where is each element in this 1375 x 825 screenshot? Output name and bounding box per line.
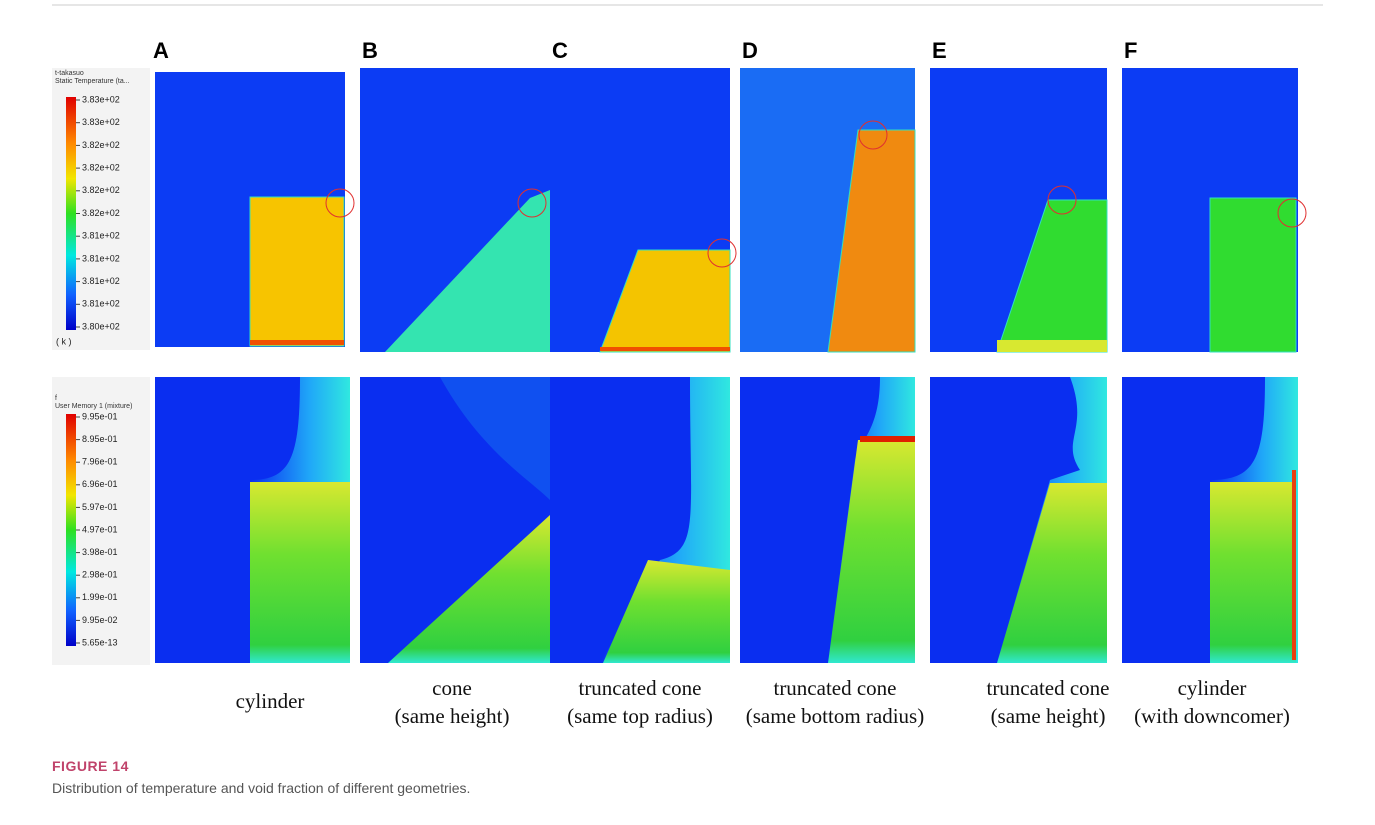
panel-letter: B (362, 38, 378, 63)
colorbar-tick-label: 9.95e-01 (82, 411, 118, 421)
colorbar-tick-label: 3.82e+02 (82, 208, 120, 218)
panel-letter: E (932, 38, 947, 63)
page: t-takasuo Static Temperature (ta... ( k … (0, 0, 1375, 825)
colorbar-tick-label: 3.83e+02 (82, 117, 120, 127)
void-fraction-row (155, 377, 1298, 663)
panel-caption: cone (432, 676, 472, 700)
panel-caption: (same height) (395, 704, 510, 728)
colorbar-header: f (55, 395, 57, 402)
colorbar-tick-label: 3.81e+02 (82, 231, 120, 241)
colorbar-tick-label: 4.97e-01 (82, 524, 118, 534)
colorbar-header: User Memory 1 (mixture) (55, 403, 132, 410)
figure-label: FIGURE 14 (52, 758, 129, 774)
colorbar-tick-label: 1.99e-01 (82, 592, 118, 602)
colorbar-tick-label: 5.97e-01 (82, 502, 118, 512)
colorbar-tick-label: 3.82e+02 (82, 162, 120, 172)
colorbar (66, 414, 76, 646)
colorbar-header: t-takasuo (55, 70, 84, 77)
colorbar-unit: ( k ) (56, 336, 72, 346)
colorbar-tick-label: 3.82e+02 (82, 140, 120, 150)
colorbar-tick-label: 3.83e+02 (82, 94, 120, 104)
colorbar-tick-label: 3.80e+02 (82, 321, 120, 331)
panel-letter: F (1124, 38, 1137, 63)
panel-caption: (same bottom radius) (746, 704, 924, 728)
panel-letter: A (153, 38, 169, 63)
colorbar-tick-label: 2.98e-01 (82, 570, 118, 580)
colorbar-header: Static Temperature (ta... (55, 78, 130, 85)
figure: t-takasuo Static Temperature (ta... ( k … (0, 0, 1375, 750)
panel-letter: C (552, 38, 568, 63)
colorbar-tick-label: 3.98e-01 (82, 547, 118, 557)
panel-caption: (same top radius) (567, 704, 713, 728)
colorbar-tick-label: 5.65e-13 (82, 637, 118, 647)
panel-caption: (same height) (991, 704, 1106, 728)
colorbar-tick-label: 3.81e+02 (82, 276, 120, 286)
figure-caption: Distribution of temperature and void fra… (52, 780, 470, 796)
panel-caption: truncated cone (578, 676, 701, 700)
colorbar-tick-label: 9.95e-02 (82, 615, 118, 625)
panel-caption: cylinder (236, 689, 305, 713)
panel-caption: (with downcomer) (1134, 704, 1290, 728)
panel-caption: truncated cone (986, 676, 1109, 700)
colorbar-tick-label: 8.95e-01 (82, 434, 118, 444)
panel-caption: cylinder (1178, 676, 1247, 700)
colorbar-tick-label: 3.82e+02 (82, 185, 120, 195)
panel-caption: truncated cone (773, 676, 896, 700)
colorbar-tick-label: 6.96e-01 (82, 479, 118, 489)
colorbar (66, 97, 76, 330)
colorbar-tick-label: 3.81e+02 (82, 299, 120, 309)
panel-letter: D (742, 38, 758, 63)
colorbar-tick-label: 3.81e+02 (82, 253, 120, 263)
temperature-row (155, 68, 1306, 352)
colorbar-tick-label: 7.96e-01 (82, 457, 118, 467)
